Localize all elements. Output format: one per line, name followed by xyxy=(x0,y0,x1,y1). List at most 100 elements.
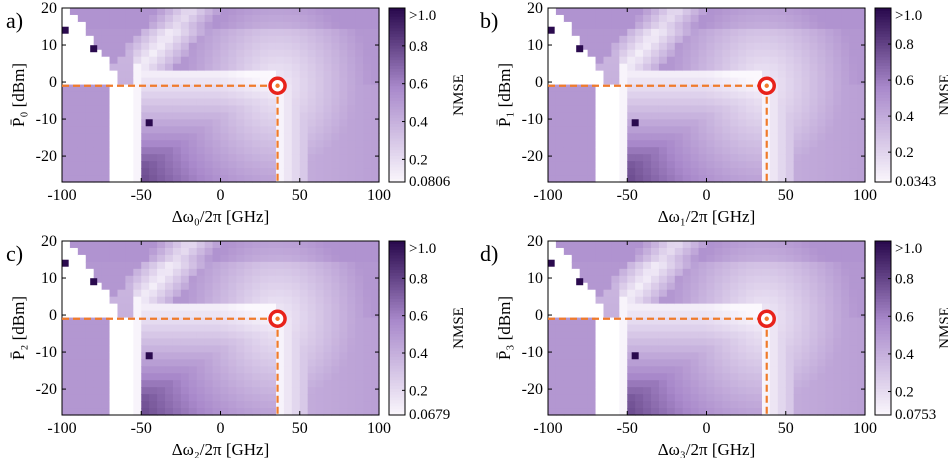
heatmap-cell xyxy=(563,394,573,402)
heatmap-cell xyxy=(172,56,182,65)
heatmap-cell xyxy=(125,317,134,326)
colorbar-step xyxy=(875,380,891,384)
heatmap-cell xyxy=(754,373,763,381)
heatmap-cell xyxy=(244,161,253,169)
heatmap-cell xyxy=(220,324,230,333)
heatmap-cell xyxy=(275,345,285,353)
heatmap-cell xyxy=(260,126,269,134)
heatmap-cell xyxy=(125,42,134,51)
heatmap-cell xyxy=(307,296,317,305)
heatmap-cell xyxy=(85,380,95,388)
heatmap-cell xyxy=(260,63,269,72)
heatmap-cell xyxy=(730,324,739,333)
heatmap-cell xyxy=(643,345,652,353)
heatmap-cell xyxy=(275,49,285,58)
heatmap-cell xyxy=(85,175,95,183)
heatmap-cell xyxy=(674,387,684,395)
heatmap-cell xyxy=(658,133,668,141)
heatmap-cell xyxy=(627,408,636,416)
heatmap-cell xyxy=(801,345,811,353)
heatmap-cell xyxy=(101,310,111,319)
heatmap-cell xyxy=(62,345,71,353)
heatmap-cell xyxy=(299,42,309,51)
heatmap-cell xyxy=(777,331,787,340)
heatmap-cell xyxy=(571,366,581,374)
y-tick-label: -10 xyxy=(36,111,57,128)
heatmap-cell xyxy=(299,35,309,44)
heatmap-cell xyxy=(275,98,285,107)
heatmap-cell xyxy=(793,126,803,134)
heatmap-cell xyxy=(627,303,636,312)
heatmap-cell xyxy=(603,331,613,340)
heatmap-cell xyxy=(260,324,269,333)
heatmap-cell xyxy=(809,126,819,134)
heatmap-cell xyxy=(165,345,174,353)
heatmap-cell xyxy=(244,268,253,277)
heatmap-cell xyxy=(331,254,340,263)
heatmap-cell xyxy=(738,126,747,134)
heatmap-cell xyxy=(268,366,277,374)
heatmap-cell xyxy=(658,254,668,263)
heatmap-cell xyxy=(785,282,795,291)
heatmap-cell xyxy=(93,70,103,79)
heatmap-cell xyxy=(101,28,111,37)
colorbar-step xyxy=(875,357,891,361)
heatmap-cell xyxy=(643,401,652,409)
heatmap-cell xyxy=(730,21,739,30)
heatmap-cell xyxy=(754,241,763,249)
heatmap-cell xyxy=(698,268,708,277)
heatmap-cell xyxy=(682,119,692,127)
heatmap-cell xyxy=(93,161,103,169)
heatmap-cell xyxy=(315,112,325,120)
heatmap-cell xyxy=(260,338,269,346)
heatmap-cell xyxy=(833,366,842,374)
heatmap-cell xyxy=(651,241,660,249)
heatmap-cell xyxy=(785,119,795,127)
heatmap-cell xyxy=(165,126,174,134)
heatmap-cell xyxy=(196,154,206,162)
heatmap-cell xyxy=(117,352,126,360)
heatmap-cell xyxy=(579,324,589,333)
heatmap-cell xyxy=(595,254,605,263)
heatmap-cell xyxy=(283,175,293,183)
heatmap-cell xyxy=(817,352,826,360)
heatmap-cell xyxy=(714,8,723,16)
heatmap-cell xyxy=(291,241,301,249)
heatmap-cell xyxy=(714,359,723,367)
colorbar-step xyxy=(389,34,405,38)
heatmap-cell xyxy=(165,289,174,298)
heatmap-cell xyxy=(698,275,708,284)
heatmap-cell xyxy=(244,289,253,298)
heatmap-cell xyxy=(212,366,222,374)
heatmap-cell xyxy=(777,8,787,16)
heatmap-cell xyxy=(117,49,126,58)
heatmap-cell xyxy=(738,261,747,270)
heatmap-cell xyxy=(69,275,79,284)
heatmap-cell xyxy=(220,119,230,127)
colorbar-step xyxy=(875,359,891,364)
heatmap-cell xyxy=(315,168,325,176)
heatmap-cell xyxy=(563,324,573,333)
heatmap-cell xyxy=(133,241,142,249)
colorbar-step xyxy=(875,319,891,323)
heatmap-cell xyxy=(141,63,150,72)
heatmap-cell xyxy=(69,14,79,23)
heatmap-cell xyxy=(682,275,692,284)
heatmap-cell xyxy=(833,154,842,162)
heatmap-cell xyxy=(658,310,668,319)
heatmap-cell xyxy=(180,380,190,388)
heatmap-cell xyxy=(196,21,206,30)
heatmap-cell xyxy=(857,310,866,319)
heatmap-cell xyxy=(754,21,763,30)
heatmap-cell xyxy=(627,366,636,374)
heatmap-cell xyxy=(371,147,380,155)
colorbar-step xyxy=(389,243,405,248)
heatmap-cell xyxy=(157,8,166,16)
heatmap-cell xyxy=(769,387,779,395)
heatmap-cell xyxy=(555,254,565,263)
heatmap-cell xyxy=(595,175,605,183)
heatmap-cell xyxy=(85,77,95,86)
heatmap-cell xyxy=(172,147,182,155)
heatmap-cell xyxy=(236,133,245,141)
heatmap-cell xyxy=(62,296,71,305)
